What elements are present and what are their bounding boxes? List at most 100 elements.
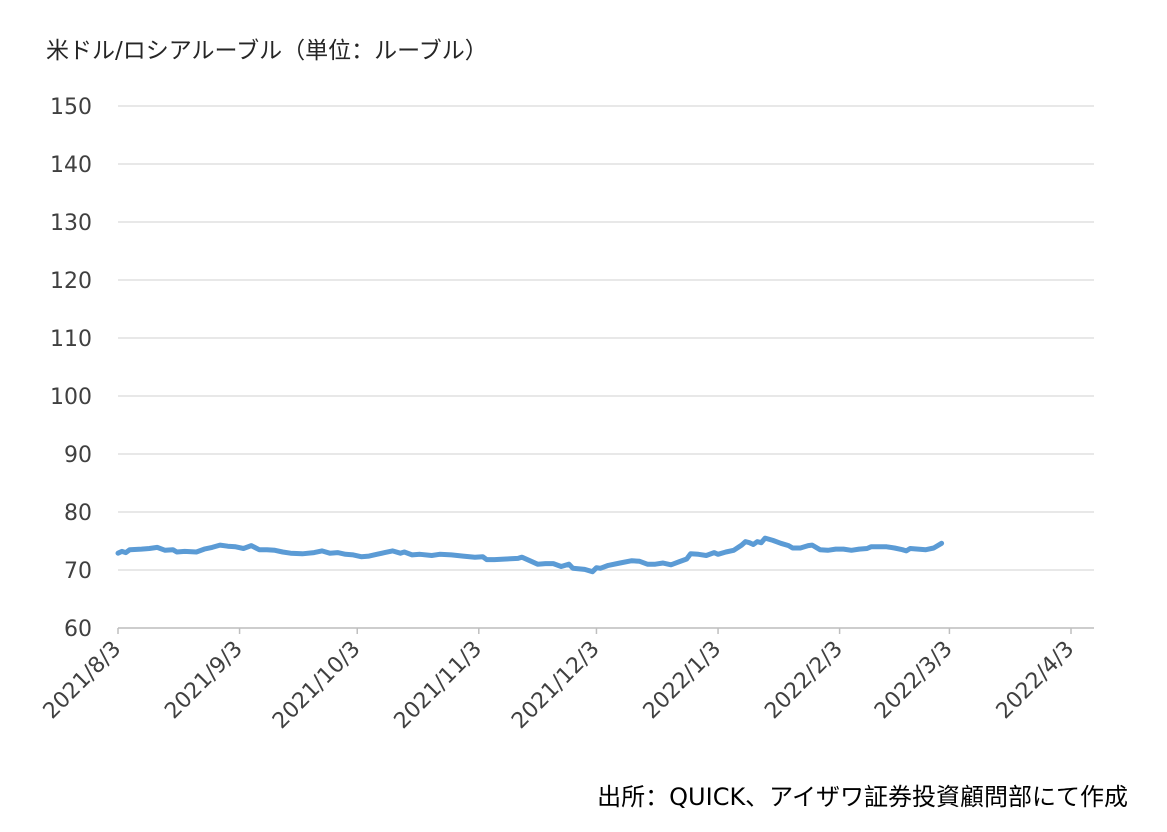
data-point xyxy=(596,567,598,569)
data-point xyxy=(419,554,421,556)
data-point xyxy=(494,559,496,561)
series-layer xyxy=(115,535,945,575)
y-tick-label: 80 xyxy=(64,501,92,526)
data-point xyxy=(843,548,845,550)
data-point xyxy=(670,564,672,566)
data-point xyxy=(537,563,539,565)
data-point xyxy=(360,556,362,558)
data-point xyxy=(584,569,586,571)
data-point xyxy=(678,561,680,563)
data-point xyxy=(902,549,904,551)
data-point xyxy=(211,547,213,549)
y-axis-ticks: 150 140 130 120 110 100 90 80 70 60 xyxy=(50,95,92,642)
data-point xyxy=(698,554,700,556)
data-point xyxy=(933,547,935,549)
data-point xyxy=(725,551,727,553)
data-point xyxy=(196,551,198,553)
data-point xyxy=(353,554,355,556)
data-point xyxy=(572,568,574,570)
data-point xyxy=(749,542,751,544)
data-point xyxy=(811,544,813,546)
data-point xyxy=(592,571,594,573)
data-point xyxy=(529,560,531,562)
data-point xyxy=(176,551,178,553)
data-point xyxy=(486,559,488,561)
x-tick-label: 2022/1/3 xyxy=(639,637,727,725)
data-point xyxy=(835,548,837,550)
x-tick-label: 2021/8/3 xyxy=(39,637,127,725)
data-point xyxy=(235,546,237,548)
data-point xyxy=(631,560,633,562)
data-point xyxy=(125,552,127,554)
data-point xyxy=(733,550,735,552)
data-point xyxy=(482,556,484,558)
data-point xyxy=(462,555,464,557)
y-tick-label: 90 xyxy=(64,443,92,468)
data-point xyxy=(690,553,692,555)
data-point xyxy=(553,563,555,565)
data-point xyxy=(117,552,119,554)
data-point xyxy=(906,550,908,552)
x-tick-label: 2022/4/3 xyxy=(992,637,1080,725)
data-point xyxy=(909,548,911,550)
data-point xyxy=(819,549,821,551)
data-point xyxy=(337,552,339,554)
data-point xyxy=(204,548,206,550)
y-axis-unit-label: 米ドル/ロシアルーブル（単位：ルーブル） xyxy=(46,38,488,64)
y-tick-label: 100 xyxy=(50,385,92,410)
data-point xyxy=(800,547,802,549)
x-tick-label: 2021/10/3 xyxy=(268,637,365,734)
source-note: 出所：QUICK、アイザワ証券投資顧問部にて作成 xyxy=(597,783,1128,811)
data-point xyxy=(321,550,323,552)
y-tick-label: 150 xyxy=(50,95,92,120)
data-point xyxy=(431,555,433,557)
y-tick-label: 130 xyxy=(50,211,92,236)
data-point xyxy=(870,546,872,548)
data-point xyxy=(439,554,441,556)
y-tick-label: 70 xyxy=(64,559,92,584)
data-point xyxy=(517,558,519,560)
data-point xyxy=(607,565,609,567)
data-point xyxy=(506,558,508,560)
data-point xyxy=(647,563,649,565)
data-point xyxy=(753,544,755,546)
data-point xyxy=(243,548,245,550)
data-point xyxy=(858,548,860,550)
data-point xyxy=(686,558,688,560)
data-point xyxy=(172,549,174,551)
data-point xyxy=(741,544,743,546)
x-tick-label: 2021/9/3 xyxy=(160,637,248,725)
data-point xyxy=(545,563,547,565)
data-point xyxy=(251,545,253,547)
data-point xyxy=(149,548,151,550)
data-point xyxy=(639,561,641,563)
data-point xyxy=(404,551,406,553)
data-point xyxy=(772,540,774,542)
data-point xyxy=(258,549,260,551)
data-point xyxy=(266,549,268,551)
data-point xyxy=(619,562,621,564)
data-point xyxy=(807,545,809,547)
x-tick-label: 2021/11/3 xyxy=(390,637,487,734)
data-point xyxy=(568,563,570,565)
data-point xyxy=(282,551,284,553)
data-point xyxy=(886,546,888,548)
x-axis-ticks: 2021/8/3 2021/9/3 2021/10/3 2021/11/3 2021/1… xyxy=(39,628,1080,734)
data-point xyxy=(866,548,868,550)
data-point xyxy=(411,554,413,556)
data-point xyxy=(600,568,602,570)
data-point xyxy=(757,541,759,543)
data-point xyxy=(878,546,880,548)
data-point xyxy=(345,554,347,556)
data-point xyxy=(662,562,664,564)
x-tick-label: 2022/2/3 xyxy=(760,637,848,725)
data-point xyxy=(184,551,186,553)
data-point xyxy=(780,543,782,545)
data-point xyxy=(329,552,331,554)
data-point xyxy=(164,550,166,552)
data-point xyxy=(713,552,715,554)
data-point xyxy=(851,550,853,552)
data-point xyxy=(941,543,943,545)
x-tick-label: 2022/3/3 xyxy=(870,637,958,725)
